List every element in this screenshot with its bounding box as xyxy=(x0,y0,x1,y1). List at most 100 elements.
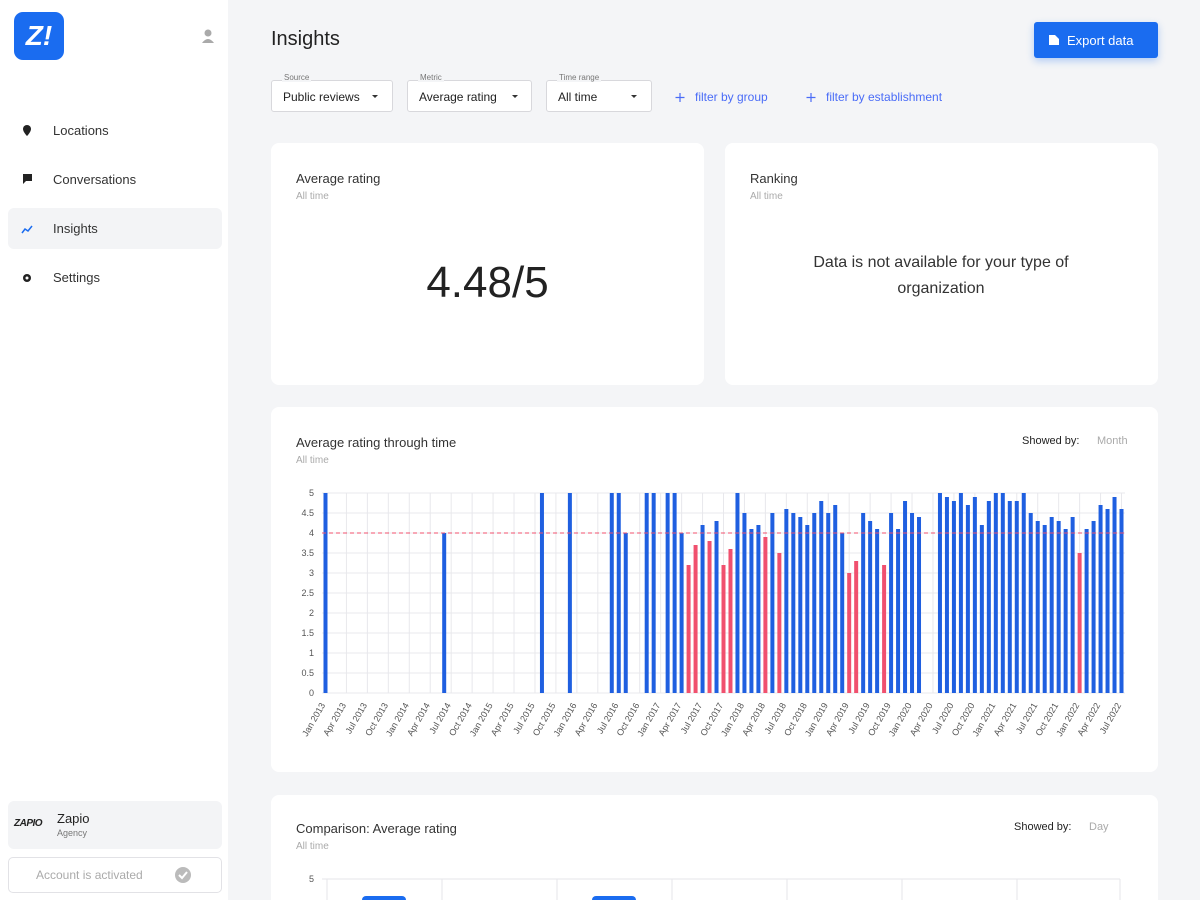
bar xyxy=(937,493,942,693)
comparison-card xyxy=(271,795,1158,900)
bar xyxy=(1084,529,1089,693)
y-tick-label: 4.5 xyxy=(301,508,314,518)
rating-card xyxy=(271,143,704,385)
bar xyxy=(1105,509,1110,693)
bar xyxy=(777,553,782,693)
y-tick-label: 0 xyxy=(309,688,314,698)
user-icon[interactable] xyxy=(201,28,215,44)
y-tick-label: 5 xyxy=(309,874,314,884)
y-tick-label: 2 xyxy=(309,608,314,618)
bar xyxy=(986,501,991,693)
bar xyxy=(442,533,447,693)
bar xyxy=(616,493,621,693)
bar xyxy=(1063,529,1068,693)
bar xyxy=(323,493,328,693)
bar xyxy=(567,493,572,693)
bar xyxy=(707,541,712,693)
bar xyxy=(840,533,845,693)
account-card[interactable] xyxy=(8,801,222,849)
rating-value: 4.48/5 xyxy=(426,258,549,307)
bar xyxy=(847,573,852,693)
dropdown[interactable] xyxy=(271,80,393,112)
card-title: Average rating xyxy=(296,171,381,186)
showed-by-value[interactable]: Month xyxy=(1097,435,1128,447)
bar-top xyxy=(592,896,636,900)
export-label: Export data xyxy=(1067,33,1134,48)
comparison-chart: 5 xyxy=(309,874,1121,900)
bar xyxy=(917,517,922,693)
column-lines xyxy=(326,879,1121,900)
bar xyxy=(819,501,824,693)
filter-link[interactable]: filter by establishment xyxy=(826,90,943,104)
bar xyxy=(826,513,831,693)
bar xyxy=(896,529,901,693)
bar xyxy=(1028,513,1033,693)
nav-item[interactable]: Settings xyxy=(53,270,100,285)
y-tick-label: 1.5 xyxy=(301,628,314,638)
card-subtitle: All time xyxy=(296,191,329,202)
sidebar xyxy=(0,0,228,900)
bar xyxy=(1070,517,1075,693)
comparison-subtitle: All time xyxy=(296,841,329,852)
bar xyxy=(644,493,649,693)
bar xyxy=(609,493,614,693)
bar xyxy=(700,525,705,693)
nav-item[interactable]: Locations xyxy=(53,123,109,138)
dropdown-label: Source xyxy=(282,73,312,82)
bar xyxy=(833,505,838,693)
bar xyxy=(903,501,908,693)
chart-subtitle: All time xyxy=(296,455,329,466)
bar xyxy=(1119,509,1124,693)
bar xyxy=(805,525,810,693)
y-tick-label: 2.5 xyxy=(301,588,314,598)
card-subtitle: All time xyxy=(750,191,783,202)
nav-icons xyxy=(21,125,33,282)
y-tick-label: 3.5 xyxy=(301,548,314,558)
bar xyxy=(993,493,998,693)
bar xyxy=(735,493,740,693)
bar xyxy=(686,565,691,693)
bar xyxy=(742,513,747,693)
dropdown[interactable] xyxy=(407,80,532,112)
bar xyxy=(979,525,984,693)
bar xyxy=(763,537,768,693)
bar xyxy=(721,565,726,693)
bar xyxy=(728,549,733,693)
comparison-title: Comparison: Average rating xyxy=(296,821,457,836)
bar-top xyxy=(362,896,406,900)
bar xyxy=(1021,493,1026,693)
bar xyxy=(665,493,670,693)
bar xyxy=(958,493,963,693)
bar xyxy=(749,529,754,693)
showed-by-label: Showed by: xyxy=(1014,821,1072,833)
account-name: Zapio xyxy=(57,811,90,826)
bar xyxy=(1091,521,1096,693)
bar xyxy=(756,525,761,693)
chart-title: Average rating through time xyxy=(296,435,457,450)
account-status: Account is activated xyxy=(36,868,143,882)
filter-link[interactable]: filter by group xyxy=(695,90,768,104)
bar xyxy=(1042,525,1047,693)
y-tick-label: 5 xyxy=(309,488,314,498)
bar xyxy=(714,521,719,693)
y-tick-label: 4 xyxy=(309,528,314,538)
card-title: Ranking xyxy=(750,171,798,186)
logo[interactable]: Z! xyxy=(14,12,64,60)
bar xyxy=(854,561,859,693)
page-title: Insights xyxy=(271,28,340,50)
showed-by-value[interactable]: Day xyxy=(1089,821,1109,833)
bar xyxy=(791,513,796,693)
export-icon xyxy=(1049,35,1059,45)
dropdown-value: Public reviews xyxy=(283,90,360,104)
bar xyxy=(1098,505,1103,693)
bar xyxy=(861,513,866,693)
bar xyxy=(1056,521,1061,693)
nav-item[interactable]: Conversations xyxy=(53,172,137,187)
bar xyxy=(1000,493,1005,693)
bar xyxy=(1049,517,1054,693)
nav-item[interactable]: Insights xyxy=(53,221,98,236)
account-status-box xyxy=(8,857,222,893)
filter-decorations xyxy=(372,93,816,102)
dropdown-label: Metric xyxy=(418,73,444,82)
